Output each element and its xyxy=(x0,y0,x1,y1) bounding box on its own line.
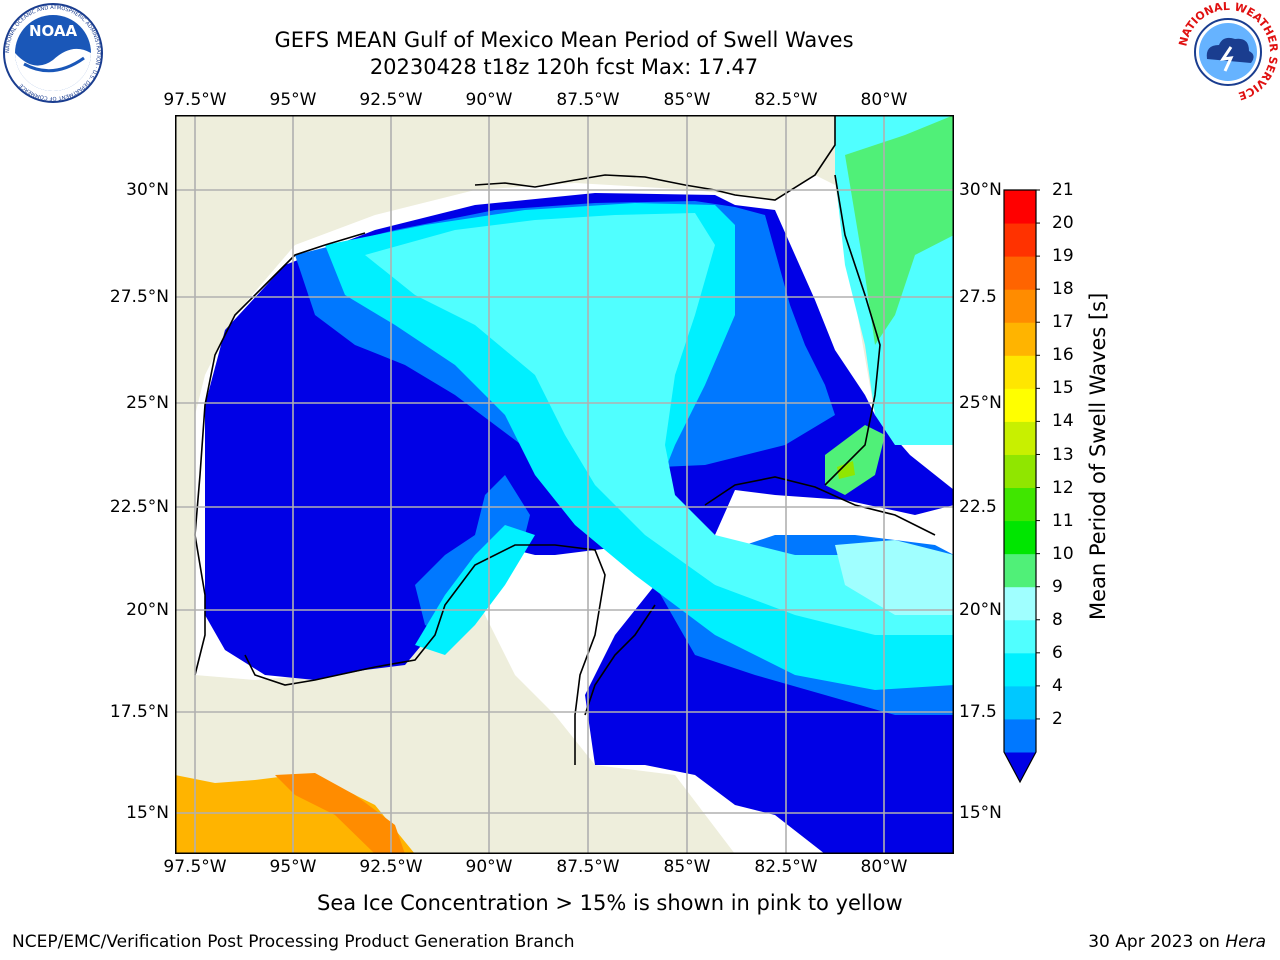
colorbar-segment xyxy=(1004,454,1036,489)
map-frame xyxy=(175,115,954,854)
lat-label-right: 17.5 xyxy=(959,702,997,722)
colorbar-segment xyxy=(1004,487,1036,522)
lon-label-bottom: 80°W xyxy=(860,857,908,877)
colorbar-tick-label: 2 xyxy=(1052,708,1063,729)
swell-bahamas-lime xyxy=(837,461,855,479)
colorbar-tick-label: 6 xyxy=(1052,642,1063,663)
lon-label-top: 87.5°W xyxy=(556,90,620,110)
colorbar-segment xyxy=(1004,388,1036,422)
colorbar-tick-label: 13 xyxy=(1052,444,1074,465)
colorbar-segment xyxy=(1004,586,1036,621)
colorbar-segment xyxy=(1004,289,1036,323)
lon-label-top: 95°W xyxy=(269,90,317,110)
lon-label-bottom: 92.5°W xyxy=(359,857,423,877)
lon-label-bottom: 95°W xyxy=(269,857,317,877)
swell-atlantic-green xyxy=(845,115,954,345)
colorbar-segment xyxy=(1004,652,1036,687)
colorbar-tick-label: 11 xyxy=(1052,510,1074,531)
lat-label-left: 20°N xyxy=(126,600,169,620)
colorbar-tick-label: 12 xyxy=(1052,477,1074,498)
lon-label-top: 90°W xyxy=(465,90,513,110)
swell-9-10s xyxy=(835,540,954,615)
noaa-logo-text: NOAA xyxy=(29,22,78,40)
lon-label-top: 82.5°W xyxy=(754,90,818,110)
colorbar-tick-label: 8 xyxy=(1052,609,1063,630)
lon-label-bottom: 97.5°W xyxy=(163,857,227,877)
colorbar-segment xyxy=(1004,685,1036,720)
lat-label-left: 22.5°N xyxy=(109,497,169,517)
colorbar-segment xyxy=(1004,553,1036,588)
colorbar-segment xyxy=(1004,355,1036,389)
coastlines xyxy=(194,115,936,765)
map-plot xyxy=(175,115,954,854)
colorbar-tick-label: 19 xyxy=(1052,246,1074,267)
lat-label-right: 25°N xyxy=(959,393,1002,413)
swell-8-9s xyxy=(365,213,954,635)
colorbar-segment xyxy=(1004,223,1036,257)
footer-host: Hera xyxy=(1225,932,1266,952)
swell-6-8s-channel xyxy=(415,525,535,655)
nws-logo: NATIONAL WEATHER SERVICE xyxy=(1177,1,1279,103)
lon-label-bottom: 82.5°W xyxy=(754,857,818,877)
colorbar-segment xyxy=(1004,520,1036,555)
colorbar-tick-label: 10 xyxy=(1052,543,1074,564)
lon-label-top: 85°W xyxy=(663,90,711,110)
colorbar-segment xyxy=(1004,256,1036,290)
gridlines xyxy=(175,115,954,854)
lon-label-top: 97.5°W xyxy=(163,90,227,110)
lon-label-top: 92.5°W xyxy=(359,90,423,110)
lat-label-right: 27.5 xyxy=(959,287,997,307)
colorbar-tick-label: 21 xyxy=(1052,180,1074,200)
sea-ice-note: Sea Ice Concentration > 15% is shown in … xyxy=(317,891,903,915)
colorbar xyxy=(1003,189,1040,784)
lat-label-right: 20°N xyxy=(959,600,1002,620)
lon-label-bottom: 90°W xyxy=(465,857,513,877)
swell-4-6s-west xyxy=(415,475,530,635)
colorbar-tick-label: 17 xyxy=(1052,312,1074,333)
lon-label-bottom: 87.5°W xyxy=(556,857,620,877)
colorbar-segment xyxy=(1004,718,1036,753)
noaa-logo: NOAA NATIONAL OCEANIC AND ATMOSPHERIC AD… xyxy=(3,3,103,103)
colorbar-tick-label: 9 xyxy=(1052,576,1063,597)
colorbar-segment xyxy=(1004,619,1036,654)
colorbar-tick-label: 4 xyxy=(1052,675,1063,696)
colorbar-tick-label: 14 xyxy=(1052,411,1074,432)
colorbar-segment xyxy=(1004,190,1036,224)
colorbar-tick-label: 20 xyxy=(1052,213,1074,234)
colorbar-tick-label: 16 xyxy=(1052,345,1074,366)
colorbar-extension xyxy=(1004,752,1036,782)
colorbar-title: Mean Period of Swell Waves [s] xyxy=(1086,292,1110,620)
footer-date-text: 30 Apr 2023 on xyxy=(1088,932,1226,952)
footer-credit: NCEP/EMC/Verification Post Processing Pr… xyxy=(12,932,575,952)
lat-label-right: 22.5 xyxy=(959,497,997,517)
lat-label-left: 17.5°N xyxy=(109,702,169,722)
lat-label-left: 30°N xyxy=(126,180,169,200)
lat-label-left: 15°N xyxy=(126,803,169,823)
lat-label-right: 30°N xyxy=(959,180,1002,200)
colorbar-tick-label: 18 xyxy=(1052,279,1074,300)
lat-label-right: 15°N xyxy=(959,803,1002,823)
colorbar-outline xyxy=(1003,189,1037,784)
colorbar-tick-label: 15 xyxy=(1052,378,1074,399)
footer-date: 30 Apr 2023 on Hera xyxy=(1088,932,1266,952)
colorbar-segment xyxy=(1004,322,1036,356)
chart-subtitle: 20230428 t18z 120h fcst Max: 17.47 xyxy=(369,55,759,79)
colorbar-segment xyxy=(1004,421,1036,455)
lon-label-top: 80°W xyxy=(860,90,908,110)
lon-label-bottom: 85°W xyxy=(663,857,711,877)
chart-title: GEFS MEAN Gulf of Mexico Mean Period of … xyxy=(274,28,854,52)
lat-label-left: 25°N xyxy=(126,393,169,413)
lat-label-left: 27.5°N xyxy=(109,287,169,307)
